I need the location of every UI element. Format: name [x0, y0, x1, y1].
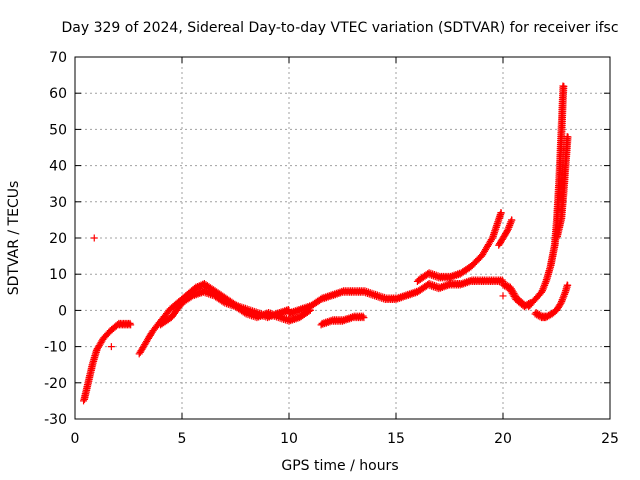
series-trace-c: [157, 287, 293, 329]
grid: [75, 57, 610, 419]
data-point: [360, 314, 368, 322]
series-trace-j: [531, 281, 572, 322]
y-tick-label: 20: [49, 231, 67, 247]
series-trace-k: [553, 133, 572, 242]
series-trace-f: [413, 209, 505, 285]
data-point: [497, 209, 505, 217]
series-trace-a: [80, 319, 135, 405]
series-trace-g: [495, 216, 516, 249]
x-tick-label: 5: [178, 431, 187, 447]
y-tick-label: 70: [49, 50, 67, 66]
data-point: [508, 216, 516, 224]
data-point: [127, 321, 135, 329]
x-tick-label: 20: [494, 431, 512, 447]
y-tick-label: 40: [49, 159, 67, 175]
x-tick-label: 25: [601, 431, 619, 447]
data-point: [563, 281, 571, 289]
y-tick-label: 30: [49, 195, 67, 211]
x-tick-label: 15: [387, 431, 405, 447]
x-axis-label: GPS time / hours: [281, 458, 398, 474]
y-tick-label: -30: [44, 412, 67, 428]
y-tick-label: -10: [44, 340, 67, 356]
data-point: [498, 276, 506, 284]
data-point: [107, 343, 115, 351]
series-trace-d: [285, 276, 507, 318]
chart-title: Day 329 of 2024, Sidereal Day-to-day VTE…: [61, 20, 618, 36]
data-point: [559, 82, 567, 90]
y-tick-label: 60: [49, 86, 67, 102]
data-point: [126, 319, 134, 327]
data-layer: [80, 82, 572, 405]
series-trace-e: [317, 312, 368, 329]
ticks: 0 5 10 15 20 25 -30 -20 -10 0 10 20 30 40 50 60 70: [44, 50, 619, 447]
y-tick-label: -20: [44, 376, 67, 392]
data-point: [90, 234, 98, 242]
x-tick-label: 10: [280, 431, 298, 447]
data-point: [563, 133, 571, 141]
y-tick-label: 50: [49, 122, 67, 138]
data-point: [359, 312, 367, 320]
y-tick-label: 0: [58, 303, 67, 319]
y-axis-label: SDTVAR / TECUs: [6, 181, 22, 296]
series-outliers: [90, 234, 507, 351]
x-tick-label: 0: [71, 431, 80, 447]
y-tick-label: 10: [49, 267, 67, 283]
data-point: [499, 292, 507, 300]
